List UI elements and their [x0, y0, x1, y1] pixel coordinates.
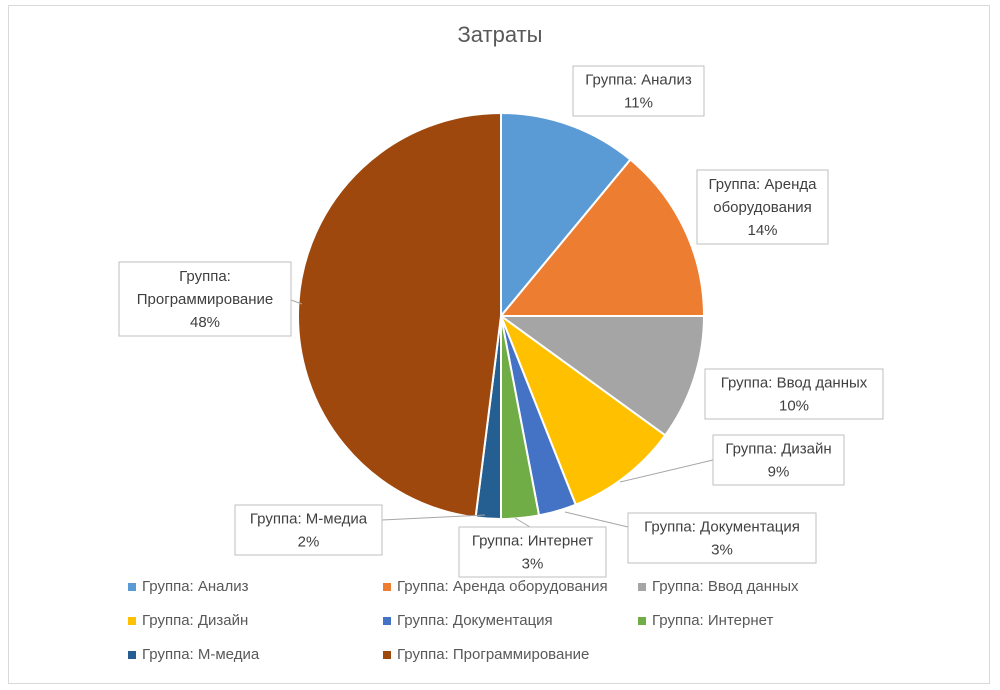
data-label-box [696, 169, 829, 245]
pie-slice [497, 315, 706, 437]
data-label-box [572, 65, 705, 117]
legend-label: Группа: Документация [397, 612, 553, 629]
data-label-text: Группа: Интернет [472, 533, 593, 550]
legend-swatch [638, 616, 646, 625]
legend-item: Группа: Документация [383, 612, 553, 629]
data-label: Группа: Программирование 48% [118, 261, 292, 337]
data-label-text: 14% [747, 222, 777, 239]
data-label-box [712, 434, 845, 486]
data-label-text: 3% [711, 542, 733, 559]
data-label-text: Группа: Ввод данных [721, 375, 868, 392]
data-label-box [234, 504, 383, 556]
legend-label: Группа: Аренда оборудования [397, 578, 608, 595]
leader-line [290, 299, 303, 305]
legend-label: Группа: М-медиа [142, 646, 260, 663]
pie-slice [498, 313, 667, 507]
pie-slice [296, 111, 502, 519]
data-label-text: Группа: Анализ [585, 72, 692, 89]
data-label-box [627, 512, 817, 564]
data-label-text: Группа: Аренда [709, 176, 818, 193]
legend-item: Группа: М-медиа [128, 646, 259, 663]
legend-swatch [383, 650, 391, 659]
data-label-text: 9% [768, 464, 790, 481]
legend-item: Группа: Аренда оборудования [383, 578, 608, 595]
data-label: Группа: Интернет 3% [458, 526, 607, 578]
data-label-box [704, 368, 884, 420]
data-label: Группа: Ввод данных 10% [704, 368, 884, 420]
legend-swatch [638, 582, 646, 591]
data-label: Группа: М-медиа 2% [234, 504, 383, 556]
legend-swatch [128, 582, 136, 591]
data-label-text: Группа: Документация [644, 519, 800, 536]
data-label-text: 10% [779, 398, 809, 415]
data-label: Группа: Дизайн 9% [712, 434, 845, 486]
legend-swatch [383, 616, 391, 625]
legend-label: Группа: Дизайн [142, 612, 249, 629]
chart-title: Затраты [457, 22, 543, 47]
data-label-text: Группа: Дизайн [725, 441, 831, 458]
data-label-text: 11% [624, 95, 653, 112]
legend-swatch [383, 582, 391, 591]
leader-line [381, 514, 486, 521]
pie-slice [500, 111, 632, 319]
data-label-text: Группа: [179, 268, 231, 285]
legend-item: Группа: Анализ [128, 578, 249, 595]
legend-swatch [128, 650, 136, 659]
legend-label: Группа: Анализ [142, 578, 249, 595]
legend-label: Группа: Программирование [397, 646, 590, 663]
data-label-text: Программирование [137, 291, 273, 308]
pie-slice [498, 158, 706, 317]
data-label-box [118, 261, 292, 337]
leader-line [514, 517, 531, 528]
legend-label: Группа: Ввод данных [652, 578, 799, 595]
data-label-text: оборудования [713, 199, 811, 216]
leader-line [619, 459, 714, 483]
legend-item: Группа: Интернет [638, 612, 773, 629]
data-label-text: Группа: М-медиа [250, 511, 368, 528]
data-label-text: 48% [190, 314, 220, 331]
legend-item: Группа: Программирование [383, 646, 589, 663]
legend-label: Группа: Интернет [652, 612, 774, 629]
leader-line [564, 511, 629, 528]
data-label-box [458, 526, 607, 578]
data-label: Группа: Анализ 11% [572, 65, 705, 117]
data-label: Группа: Документация 3% [627, 512, 817, 564]
legend-item: Группа: Ввод данных [638, 578, 799, 595]
legend-swatch [128, 616, 136, 625]
data-label-text: 2% [298, 534, 320, 551]
data-label: Группа: Аренда оборудования 14% [696, 169, 829, 245]
legend-item: Группа: Дизайн [128, 612, 248, 629]
data-label-text: 3% [522, 556, 544, 573]
